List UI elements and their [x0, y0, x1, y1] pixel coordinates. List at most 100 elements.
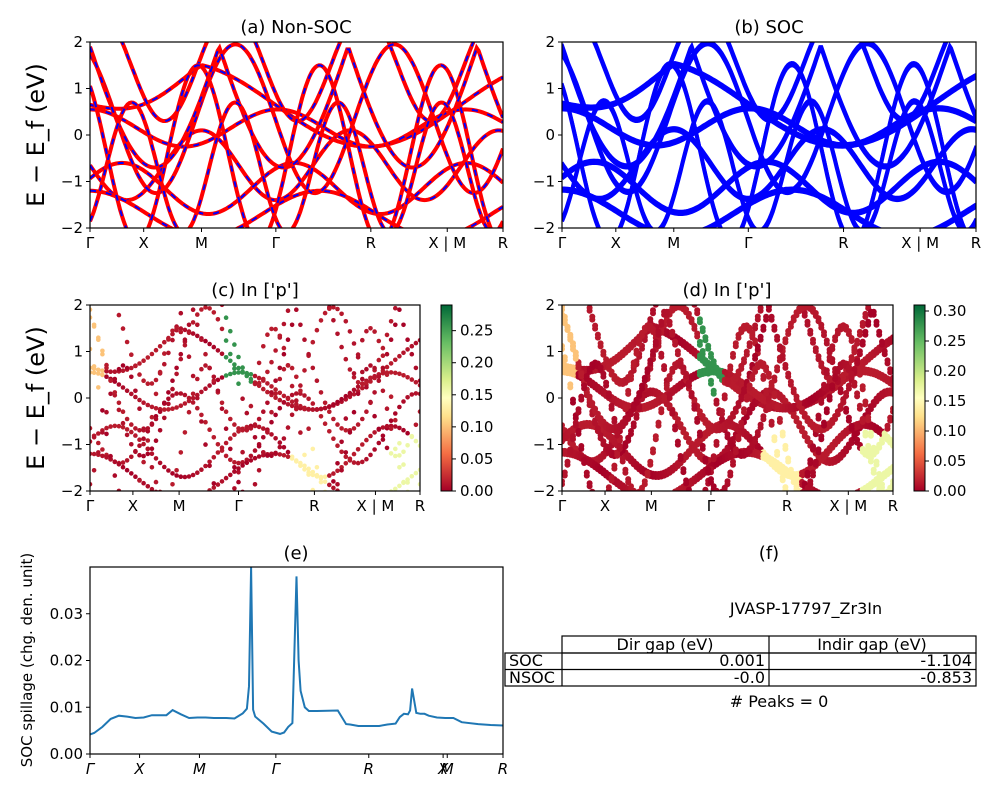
band-point — [252, 435, 258, 440]
band-point — [384, 406, 390, 412]
band-point — [310, 339, 316, 345]
band-point — [677, 453, 684, 459]
band-point — [724, 478, 731, 485]
band-point — [774, 333, 781, 340]
band-point — [597, 432, 604, 439]
band-point — [735, 433, 742, 440]
band-point — [818, 396, 825, 403]
band-point — [137, 437, 142, 443]
band-point — [174, 371, 179, 377]
band-point — [782, 336, 789, 343]
band-point — [859, 415, 866, 422]
band-point — [401, 322, 406, 328]
band-point — [355, 460, 361, 466]
band-point — [149, 404, 155, 410]
band-point — [157, 369, 163, 375]
y-tick-label: 0.01 — [50, 698, 83, 716]
band-point — [355, 447, 361, 452]
band-point — [752, 337, 759, 344]
band-point — [721, 392, 728, 399]
band-point — [318, 406, 324, 412]
band-point — [310, 469, 316, 475]
band-point — [376, 357, 382, 363]
band-point — [240, 449, 245, 455]
band-point — [178, 391, 184, 396]
x-tick-label: R — [366, 234, 376, 252]
band-point — [589, 488, 596, 491]
band-point — [277, 444, 283, 450]
band-point — [285, 396, 291, 402]
band-point — [589, 400, 596, 406]
band-point — [562, 478, 565, 485]
band-point — [228, 446, 233, 452]
band-point — [236, 381, 241, 387]
band-point — [854, 337, 861, 344]
band-point — [124, 388, 130, 394]
band-point — [567, 446, 574, 453]
soc-band-4 — [562, 188, 976, 228]
band-point — [120, 425, 126, 430]
band-point — [862, 398, 869, 405]
band-lines — [562, 42, 976, 228]
band-point — [261, 435, 266, 440]
band-point — [174, 326, 179, 331]
band-point — [141, 378, 146, 384]
band-point — [322, 474, 328, 480]
band-point — [710, 387, 717, 394]
band-point — [211, 435, 217, 440]
band-point — [277, 333, 283, 339]
band-point — [124, 432, 130, 438]
band-point — [730, 350, 736, 357]
band-point — [149, 381, 155, 386]
band-point — [650, 446, 656, 453]
band-point — [393, 411, 398, 416]
band-point — [120, 460, 126, 465]
band-point — [306, 466, 311, 472]
band-point — [277, 365, 283, 371]
band-point — [856, 368, 863, 375]
band-point — [207, 427, 212, 433]
band-point — [314, 378, 320, 384]
band-point — [273, 412, 278, 418]
colorbar-tick-label: 0.25 — [460, 322, 493, 340]
band-point — [388, 418, 394, 424]
band-point — [741, 356, 747, 363]
band-point — [190, 395, 196, 401]
soc-dash-band-4 — [90, 189, 503, 228]
band-point — [91, 468, 97, 473]
band-point — [641, 478, 648, 485]
band-point — [166, 337, 171, 342]
band-point — [605, 390, 612, 397]
band-point — [724, 431, 731, 438]
band-point — [845, 328, 852, 335]
band-point — [633, 347, 640, 354]
band-point — [413, 380, 419, 385]
band-point — [672, 492, 678, 498]
band-point — [104, 409, 109, 415]
band-point — [380, 433, 386, 439]
band-point — [752, 322, 759, 329]
colorbar-d — [913, 304, 926, 492]
band-point — [865, 414, 872, 421]
band-point — [397, 353, 402, 359]
band-point — [376, 426, 382, 432]
band-point — [211, 378, 217, 384]
band-point — [881, 430, 888, 437]
band-point — [281, 445, 287, 450]
band-point — [380, 370, 386, 376]
band-point — [581, 382, 588, 389]
band-point — [104, 431, 109, 437]
band-point — [149, 414, 155, 420]
band-point — [223, 338, 229, 343]
peaks-count: # Peaks = 0 — [730, 692, 829, 711]
band-point — [765, 305, 772, 310]
band-point — [570, 343, 576, 350]
band-point — [137, 372, 142, 377]
band-point — [344, 493, 349, 498]
band-point — [162, 407, 167, 412]
band-point — [149, 422, 155, 427]
band-point — [578, 443, 585, 449]
band-point — [281, 393, 287, 399]
band-lines — [90, 42, 503, 228]
projected-points — [90, 305, 420, 498]
